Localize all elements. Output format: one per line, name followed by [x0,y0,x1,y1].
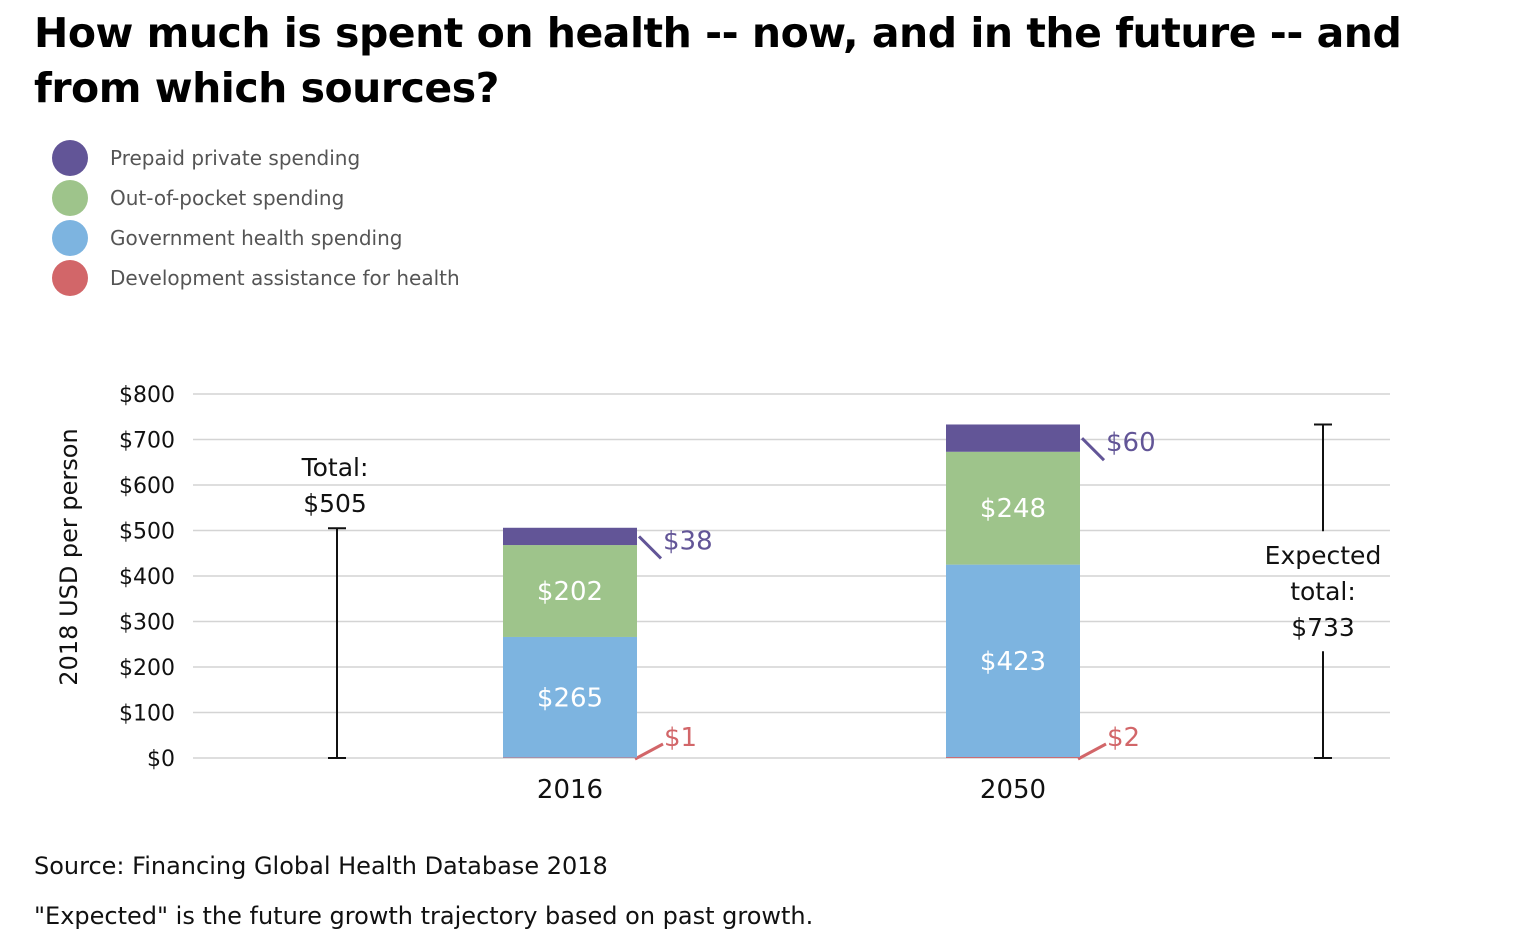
total-label-1-1: total: [1290,577,1356,606]
total-label-0-1: $505 [303,489,367,518]
bar-government-health-spending-2016 [503,636,637,758]
data-label-prepaid-private-spending-2016: $38 [663,526,713,556]
leader-development-assistance-for-health-2016 [634,742,664,761]
bar-out-of-pocket-spending-2050 [946,451,1080,565]
legend: Prepaid private spending Out-of-pocket s… [52,138,460,298]
data-label-government-health-spending-2016: $265 [537,683,603,713]
y-tick-label-800: $800 [119,383,175,408]
data-label-out-of-pocket-spending-2050: $248 [980,494,1046,524]
y-axis-tick-labels: $0 $100 $200 $300 $400 $500 $600 $700 $800 [119,383,175,772]
y-tick-label-500: $500 [119,520,175,545]
x-tick-label-2050: 2050 [980,775,1046,805]
y-tick-label-0: $0 [147,747,175,772]
data-label-prepaid-private-spending-2050: $60 [1106,428,1156,458]
source-note: Source: Financing Global Health Database… [34,852,608,880]
bar-prepaid-private-spending-2050 [946,424,1080,452]
leader-prepaid-private-spending-2016 [637,535,663,560]
legend-swatch-development-assistance [52,260,88,296]
chart-title: How much is spent on health -- now, and … [34,9,1402,112]
legend-label-prepaid-private: Prepaid private spending [110,146,361,170]
total-label-1-2: $733 [1291,613,1355,642]
bar-out-of-pocket-spending-2016 [503,545,637,637]
legend-label-government: Government health spending [110,226,403,250]
x-tick-label-2016: 2016 [537,775,603,805]
data-label-development-assistance-for-health-2050: $2 [1107,723,1140,753]
y-axis-label: 2018 USD per person [55,428,83,685]
leader-development-assistance-for-health-2050 [1077,742,1107,761]
x-axis-tick-labels: 2016 2050 [537,775,1046,805]
legend-label-development-assistance: Development assistance for health [110,266,460,290]
y-tick-label-300: $300 [119,611,175,636]
y-tick-label-600: $600 [119,474,175,499]
footnote: "Expected" is the future growth trajecto… [34,902,814,930]
legend-item-development-assistance: Development assistance for health [52,258,460,298]
data-label-development-assistance-for-health-2016: $1 [664,723,697,753]
legend-swatch-prepaid-private [52,140,88,176]
y-tick-label-400: $400 [119,565,175,590]
legend-item-prepaid-private: Prepaid private spending [52,138,460,178]
legend-item-out-of-pocket: Out-of-pocket spending [52,178,460,218]
y-tick-label-700: $700 [119,429,175,454]
gridlines [193,393,1390,759]
stacked-bar-chart: $0 $100 $200 $300 $400 $500 $600 $700 $800 2018 … [55,383,1390,805]
bar-government-health-spending-2050 [946,564,1080,758]
bars: $1 $265 $202 $38 $2 $423 $248 $60 [503,424,1156,761]
legend-item-government: Government health spending [52,218,460,258]
total-annotations: Total: $505 Expected total: $733 [301,423,1382,759]
legend-label-out-of-pocket: Out-of-pocket spending [110,186,345,210]
total-label-0-0: Total: [301,453,369,482]
y-tick-label-100: $100 [119,702,175,727]
total-label-1-0: Expected [1265,541,1382,570]
data-label-government-health-spending-2050: $423 [980,647,1046,677]
legend-swatch-government [52,220,88,256]
data-label-out-of-pocket-spending-2016: $202 [537,577,603,607]
legend-swatch-out-of-pocket [52,180,88,216]
bar-prepaid-private-spending-2016 [503,527,637,546]
leader-prepaid-private-spending-2050 [1080,437,1106,462]
y-tick-label-200: $200 [119,656,175,681]
